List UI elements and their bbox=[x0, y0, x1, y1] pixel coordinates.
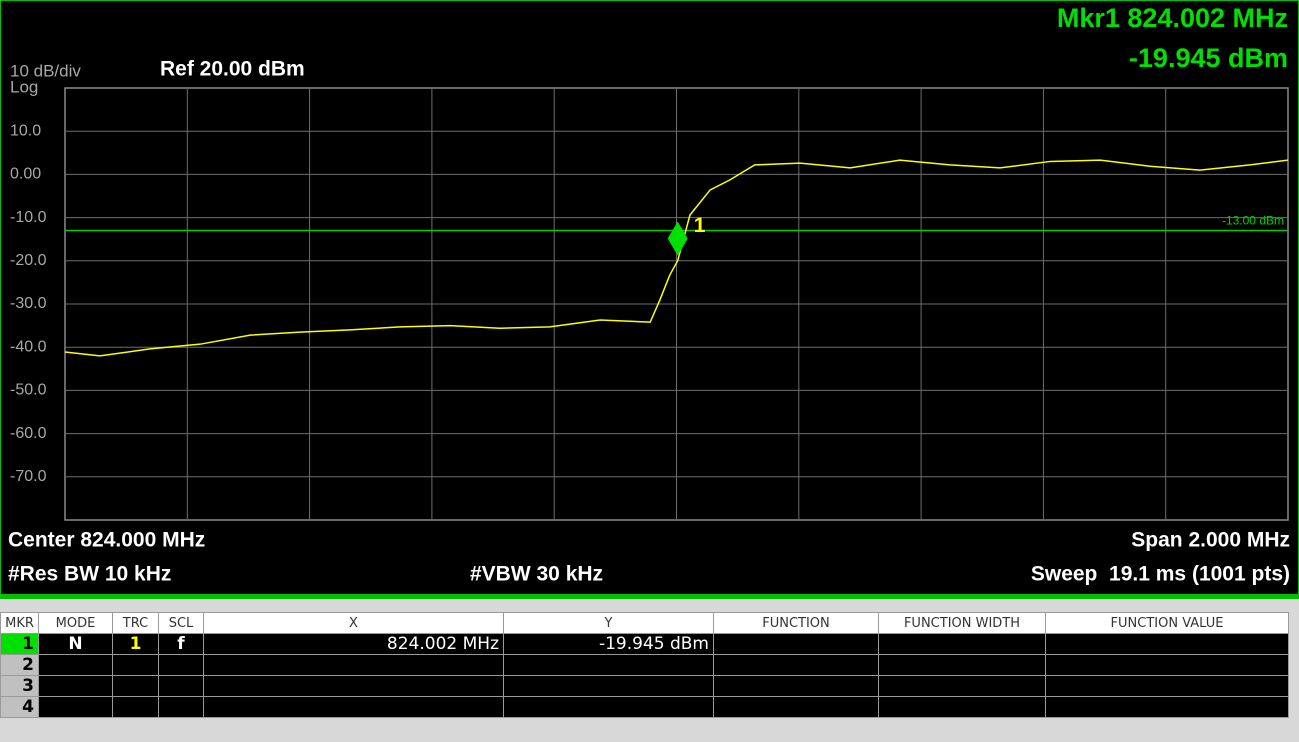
y-tick-label: 10.0 bbox=[10, 122, 41, 139]
ref-label: Ref 20.00 dBm bbox=[160, 58, 305, 81]
table-cell bbox=[878, 654, 1046, 676]
marker-table: MKR MODE TRC SCL X Y FUNCTION FUNCTION WIDTH FUN… bbox=[0, 612, 1289, 718]
column-header: FUNCTION WIDTH bbox=[878, 612, 1046, 634]
table-cell bbox=[1045, 654, 1289, 676]
log-label: Log bbox=[10, 77, 38, 96]
span-label: Span 2.000 MHz bbox=[1131, 529, 1290, 552]
table-cell bbox=[878, 675, 1046, 697]
table-cell bbox=[203, 696, 504, 718]
table-cell bbox=[713, 696, 879, 718]
marker-readout: -19.945 dBm bbox=[1129, 43, 1288, 73]
y-tick-label: -40.0 bbox=[10, 338, 47, 355]
table-cell: 3 bbox=[0, 675, 39, 697]
y-tick-label: -10.0 bbox=[10, 209, 47, 226]
table-cell bbox=[38, 696, 113, 718]
table-cell bbox=[503, 696, 714, 718]
column-header: X bbox=[203, 612, 504, 634]
table-row: 4 bbox=[0, 696, 1289, 718]
table-cell bbox=[713, 654, 879, 676]
table-cell bbox=[158, 675, 204, 697]
table-cell bbox=[503, 675, 714, 697]
table-cell: 2 bbox=[0, 654, 39, 676]
table-cell bbox=[713, 633, 879, 655]
table-cell bbox=[713, 675, 879, 697]
marker-diamond bbox=[667, 221, 688, 256]
table-row: 3 bbox=[0, 675, 1289, 697]
table-cell bbox=[158, 654, 204, 676]
screen-divider bbox=[0, 594, 1299, 598]
rbw-label: #Res BW 10 kHz bbox=[8, 563, 171, 586]
table-cell: 4 bbox=[0, 696, 39, 718]
table-cell: 1 bbox=[112, 633, 159, 655]
column-header: SCL bbox=[158, 612, 204, 634]
trace bbox=[64, 159, 1289, 357]
display-line-label: -13.00 dBm bbox=[1222, 214, 1284, 228]
column-header: FUNCTION bbox=[713, 612, 879, 634]
analyzer-screen: 10 dB/div Log Ref 20.00 dBm Mkr1 824.002… bbox=[0, 0, 1299, 599]
sweep-label: Sweep 19.1 ms (1001 pts) bbox=[1031, 563, 1290, 586]
marker-label: 1 bbox=[694, 214, 706, 237]
column-header: FUNCTION VALUE bbox=[1045, 612, 1289, 634]
column-header: MODE bbox=[38, 612, 113, 634]
table-cell bbox=[1045, 675, 1289, 697]
vbw-label: #VBW 30 kHz bbox=[470, 563, 603, 586]
y-tick-label: -60.0 bbox=[10, 425, 47, 442]
y-tick-label: -70.0 bbox=[10, 468, 47, 485]
table-cell bbox=[203, 654, 504, 676]
marker-readout: Mkr1 824.002 MHz bbox=[1057, 3, 1288, 33]
table-cell bbox=[1045, 696, 1289, 718]
y-tick-label: -50.0 bbox=[10, 382, 47, 399]
column-header: MKR bbox=[0, 612, 39, 634]
table-cell bbox=[203, 675, 504, 697]
column-header: TRC bbox=[112, 612, 159, 634]
table-cell bbox=[38, 654, 113, 676]
center-label: Center 824.000 MHz bbox=[8, 529, 205, 552]
table-cell bbox=[878, 633, 1046, 655]
table-cell bbox=[112, 654, 159, 676]
table-row: 2 bbox=[0, 654, 1289, 676]
y-tick-label: -20.0 bbox=[10, 252, 47, 269]
table-cell bbox=[1045, 633, 1289, 655]
table-cell: 1 bbox=[0, 633, 39, 655]
screen-background bbox=[0, 0, 1299, 599]
table-cell: -19.945 dBm bbox=[503, 633, 714, 655]
table-row: 1 N 1 f 824.002 MHz -19.945 dBm bbox=[0, 633, 1289, 655]
scale-label: 10 dB/div bbox=[10, 61, 81, 80]
table-cell bbox=[503, 654, 714, 676]
table-cell bbox=[112, 675, 159, 697]
column-header: Y bbox=[503, 612, 714, 634]
table-cell: 824.002 MHz bbox=[203, 633, 504, 655]
table-cell bbox=[158, 696, 204, 718]
table-cell: N bbox=[38, 633, 113, 655]
table-cell: f bbox=[158, 633, 204, 655]
table-cell bbox=[112, 696, 159, 718]
table-cell bbox=[878, 696, 1046, 718]
y-tick-label: 0.00 bbox=[10, 166, 41, 183]
y-tick-label: -30.0 bbox=[10, 295, 47, 312]
table-cell bbox=[38, 675, 113, 697]
